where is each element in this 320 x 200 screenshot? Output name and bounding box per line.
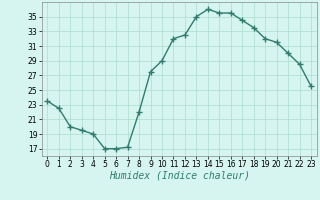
X-axis label: Humidex (Indice chaleur): Humidex (Indice chaleur) <box>109 171 250 181</box>
